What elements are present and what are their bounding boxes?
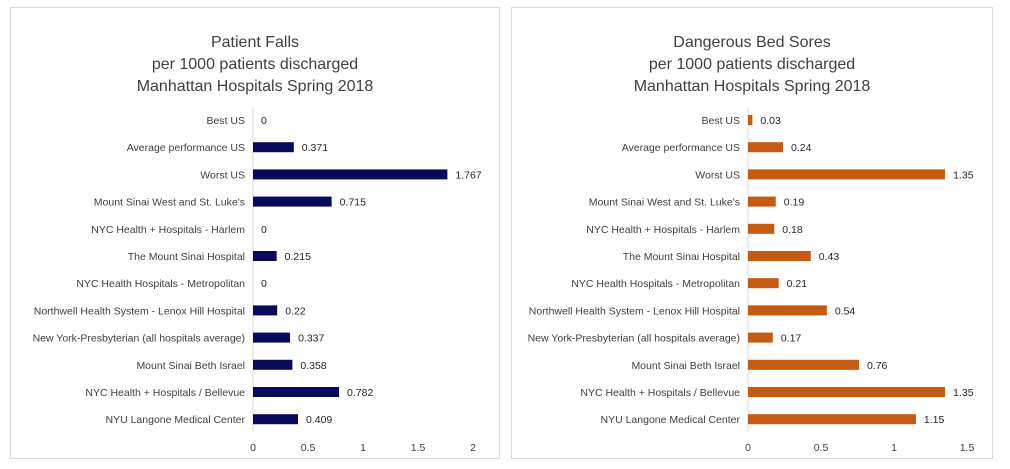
category-label: Average performance US	[622, 142, 740, 154]
category-label: NYU Langone Medical Center	[106, 414, 246, 426]
data-label: 0.21	[787, 278, 808, 290]
data-label: 0.215	[285, 251, 311, 263]
bar	[748, 115, 753, 125]
category-label: New York-Presbyterian (all hospitals ave…	[33, 333, 245, 345]
data-label: 0.371	[302, 142, 328, 154]
chart-title: Dangerous Bed Sores per 1000 patients di…	[512, 32, 992, 98]
data-label: 0.22	[285, 305, 306, 317]
data-label: 0.18	[782, 224, 803, 236]
data-label: 1.35	[953, 169, 974, 181]
data-label: 0.24	[791, 142, 812, 154]
category-label: Average performance US	[127, 142, 245, 154]
bar	[253, 169, 448, 180]
data-label: 1.15	[924, 414, 945, 426]
chart-title-line-2: per 1000 patients discharged	[151, 56, 359, 73]
bar	[748, 387, 946, 397]
bed-sores-chart: Dangerous Bed Sores per 1000 patients di…	[511, 7, 993, 459]
data-label: 0.54	[835, 305, 856, 317]
category-label: Best US	[206, 115, 245, 127]
category-label: The Mount Sinai Hospital	[623, 251, 740, 263]
bar	[253, 332, 291, 343]
x-tick-label: 0	[745, 442, 751, 454]
category-label: Mount Sinai West and St. Luke's	[94, 197, 245, 209]
bar	[253, 359, 293, 370]
data-label: 0.782	[347, 387, 373, 399]
category-label: NYC Health + Hospitals / Bellevue	[580, 387, 740, 399]
chart-title-line-3: Manhattan Hospitals Spring 2018	[136, 78, 374, 95]
x-tick-label: 0	[250, 442, 256, 454]
category-label: NYC Health + Hospitals - Harlem	[91, 224, 245, 236]
bed-sores-plot: Best US 0.03 Average performance US 0.24 Wor…	[528, 108, 975, 454]
category-label: Best US	[701, 115, 740, 127]
x-tick-label: 2	[470, 442, 476, 454]
bar	[748, 196, 776, 207]
category-label: Worst US	[200, 169, 245, 181]
category-label: NYU Langone Medical Center	[601, 414, 741, 426]
x-tick-label: 1.5	[960, 442, 975, 454]
bar	[748, 223, 775, 234]
data-label: 0.715	[340, 197, 366, 209]
x-tick-label: 0.5	[301, 442, 316, 454]
category-label: The Mount Sinai Hospital	[128, 251, 245, 263]
chart-title-line-3: Manhattan Hospitals Spring 2018	[633, 78, 871, 95]
bar	[748, 305, 827, 316]
bar	[748, 278, 779, 289]
chart-title-line-2: per 1000 patients discharged	[648, 56, 856, 73]
bar	[253, 142, 294, 153]
x-tick-label: 0.5	[814, 442, 829, 454]
bar	[253, 251, 277, 261]
data-label: 1.35	[953, 387, 974, 399]
data-label: 0.337	[298, 333, 324, 345]
data-label: 0	[261, 278, 267, 290]
category-label: NYC Health Hospitals - Metropolitan	[571, 278, 740, 290]
category-label: NYC Health + Hospitals / Bellevue	[85, 387, 245, 399]
category-label: Worst US	[695, 169, 740, 181]
data-label: 1.767	[455, 169, 481, 181]
chart-title-line-1: Dangerous Bed Sores	[673, 34, 831, 51]
x-tick-label: 1.5	[411, 442, 426, 454]
patient-falls-chart: Patient Falls per 1000 patients discharg…	[10, 7, 500, 459]
data-label: 0.358	[300, 360, 326, 372]
chart-title-line-1: Patient Falls	[210, 34, 300, 51]
category-label: Northwell Health System - Lenox Hill Hos…	[529, 305, 740, 317]
x-tick-label: 1	[891, 442, 897, 454]
category-label: Northwell Health System - Lenox Hill Hos…	[34, 305, 245, 317]
category-label: Mount Sinai Beth Israel	[136, 360, 245, 372]
data-label: 0.17	[781, 333, 802, 345]
data-label: 0.76	[867, 360, 888, 372]
bar	[253, 305, 278, 316]
chart-title: Patient Falls per 1000 patients discharg…	[11, 32, 499, 98]
data-label: 0.409	[306, 414, 332, 426]
bar	[748, 414, 916, 425]
bar	[253, 196, 332, 207]
bar	[748, 332, 773, 343]
category-label: NYC Health Hospitals - Metropolitan	[76, 278, 245, 290]
category-label: Mount Sinai West and St. Luke's	[589, 197, 740, 209]
category-label: Mount Sinai Beth Israel	[631, 360, 740, 372]
bar	[748, 359, 859, 370]
bar	[748, 142, 784, 153]
data-label: 0	[261, 224, 267, 236]
category-label: New York-Presbyterian (all hospitals ave…	[528, 333, 740, 345]
data-label: 0	[261, 115, 267, 127]
bar	[748, 251, 811, 261]
data-label: 0.43	[819, 251, 840, 263]
bar	[748, 169, 946, 180]
bar	[253, 414, 298, 425]
x-tick-label: 1	[360, 442, 366, 454]
bar	[253, 387, 340, 397]
patient-falls-plot: Best US 0 Average performance US 0.371 Worst…	[33, 108, 482, 454]
category-label: NYC Health + Hospitals - Harlem	[586, 224, 740, 236]
data-label: 0.19	[784, 197, 805, 209]
data-label: 0.03	[760, 115, 781, 127]
